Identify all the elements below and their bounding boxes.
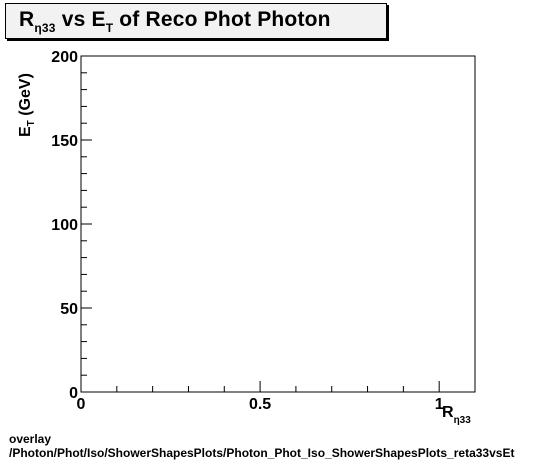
y-tick-label: 100 (51, 217, 78, 234)
y-tick-label: 0 (69, 385, 78, 402)
title-main-sub: η33 (34, 21, 56, 35)
footer-line-1: overlay (9, 432, 52, 446)
chart-title: Rη33 vs ET of Reco Phot Photon (19, 8, 331, 35)
title-rest: of Reco Phot Photon (113, 8, 331, 31)
title-main: R (19, 8, 35, 31)
x-axis-label: Rη33 (442, 404, 471, 426)
x-tick-label: 0 (77, 396, 86, 413)
title-box: Rη33 vs ET of Reco Phot Photon (5, 3, 387, 39)
y-axis-label: ET (GeV) (17, 73, 37, 137)
xlabel-sub: η33 (453, 415, 471, 426)
y-tick-label: 50 (60, 301, 78, 318)
footer-line-2: /Photon/Phot/Iso/ShowerShapesPlots/Photo… (9, 446, 515, 460)
footer-caption: overlay /Photon/Phot/Iso/ShowerShapesPlo… (9, 432, 514, 460)
title-vs: vs E (55, 8, 106, 31)
ylabel-sub: T (26, 120, 37, 127)
ylabel-main: E (17, 126, 34, 137)
x-tick-label: 1 (435, 396, 444, 413)
x-tick-label: 0.5 (249, 396, 271, 413)
plot-frame (80, 55, 476, 393)
ylabel-rest: (GeV) (17, 73, 34, 121)
x-axis: 0 0.5 1 (77, 381, 476, 413)
y-tick-label: 150 (51, 133, 78, 150)
y-tick-label: 200 (51, 49, 78, 66)
title-vs-sub: T (105, 21, 114, 35)
y-axis: 0 50 100 150 200 (51, 49, 92, 402)
xlabel-main: R (442, 404, 454, 421)
